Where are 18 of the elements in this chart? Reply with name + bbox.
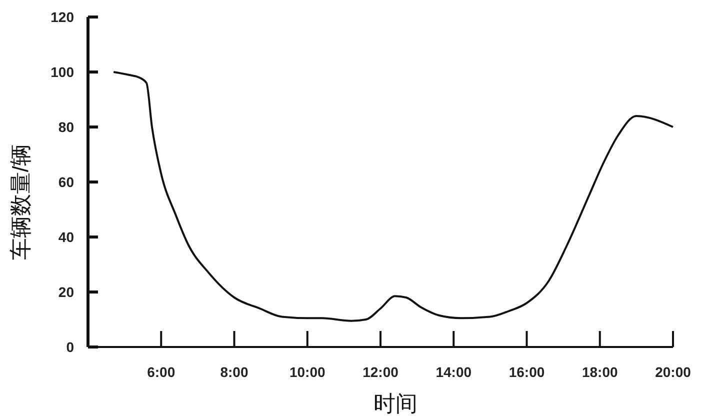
x-tick-label: 20:00 (655, 364, 692, 380)
line-series (112, 71, 674, 322)
y-tick-label: 60 (58, 174, 74, 190)
x-tick-label: 12:00 (362, 364, 399, 380)
y-tick-label: 80 (58, 118, 74, 135)
x-tick-label: 6:00 (147, 364, 176, 380)
y-tick-label: 40 (58, 228, 74, 245)
x-tick-label: 14:00 (436, 364, 472, 380)
y-tick-label: 0 (66, 338, 74, 355)
y-tick-label: 100 (50, 64, 74, 80)
x-axis-title: 时间 (374, 391, 418, 416)
x-tick-label: 18:00 (582, 364, 618, 380)
x-tick-label: 16:00 (508, 364, 545, 380)
y-axis-title: 车辆数量/辆 (8, 144, 33, 260)
x-tick-label: 8:00 (220, 364, 248, 380)
y-tick-label: 20 (58, 284, 74, 300)
y-tick-label: 120 (50, 8, 74, 25)
x-tick-label: 10:00 (289, 364, 326, 380)
